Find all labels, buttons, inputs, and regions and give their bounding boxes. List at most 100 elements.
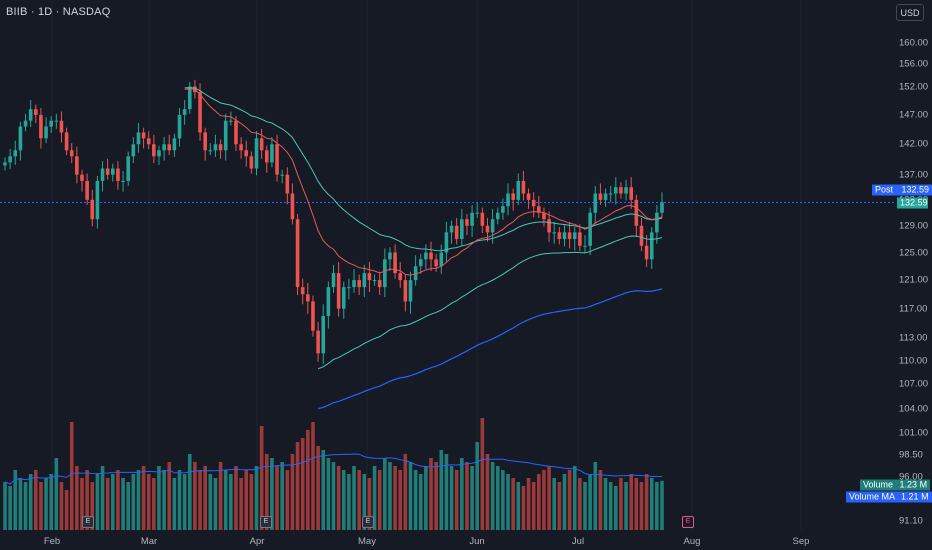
volume-bar	[603, 478, 608, 530]
volume-bar	[639, 482, 644, 530]
candle	[572, 232, 577, 240]
candle	[311, 301, 315, 331]
candle	[229, 120, 233, 122]
price-axis-label: 147.00	[899, 109, 929, 121]
price-axis-label: 113.00	[899, 332, 928, 344]
earnings-marker-apr[interactable]: E	[260, 516, 272, 528]
volume-bar	[660, 480, 664, 530]
candle	[300, 287, 305, 295]
candle	[393, 252, 397, 274]
volume-bar	[490, 462, 495, 530]
candle	[198, 92, 202, 133]
post-label: Post	[875, 184, 894, 195]
candle	[454, 225, 459, 240]
volume-bar	[198, 470, 202, 530]
time-axis-label: Mar	[140, 536, 158, 547]
candle	[639, 225, 644, 246]
volume-bar	[321, 450, 326, 530]
volume-bar	[362, 474, 367, 530]
volume-bar	[213, 478, 218, 530]
volume-bar	[285, 470, 290, 530]
candle	[39, 114, 43, 139]
earnings-marker-feb[interactable]: E	[82, 516, 94, 528]
volume-bar	[105, 478, 110, 530]
candle	[490, 219, 495, 233]
time-axis-label: Feb	[43, 536, 61, 547]
candle	[593, 193, 598, 213]
volume-bar	[146, 474, 151, 530]
volume-bar	[593, 462, 598, 530]
candle	[336, 273, 341, 309]
candle	[167, 144, 172, 151]
volume-value: 1.23 M	[899, 479, 928, 490]
candle	[285, 174, 290, 194]
price-axis-label: 129.00	[899, 220, 929, 232]
candle	[157, 150, 161, 157]
volume-bar	[480, 418, 485, 530]
volume-ma-label: Volume MA	[849, 491, 895, 502]
volume-bar	[403, 454, 408, 530]
candle	[162, 144, 166, 151]
vwap-line	[317, 288, 663, 410]
price-axis-label: 107.00	[899, 378, 929, 390]
candle	[449, 225, 454, 233]
volume-bar	[516, 482, 521, 530]
volume-bar	[531, 482, 536, 530]
volume-bar	[69, 422, 74, 530]
candle	[249, 156, 254, 169]
candle	[583, 245, 587, 247]
candle	[100, 168, 105, 181]
volume-bar	[326, 458, 331, 530]
candle	[172, 138, 177, 151]
candle	[146, 138, 151, 145]
candle	[306, 294, 310, 302]
volume-bar	[619, 478, 623, 530]
volume-bar	[367, 478, 372, 530]
volume-bar	[372, 466, 377, 530]
candle	[501, 206, 505, 213]
candle	[208, 150, 213, 152]
candle	[418, 259, 423, 267]
candle	[562, 232, 567, 240]
candle	[290, 193, 295, 220]
candle	[234, 120, 238, 145]
volume-ma-line	[4, 453, 663, 485]
volume-bar	[649, 478, 654, 530]
volume-bar	[557, 482, 562, 530]
candle	[629, 187, 633, 200]
volume-bar	[244, 470, 249, 530]
volume-bar	[608, 482, 613, 530]
volume-bar	[177, 470, 182, 530]
earnings-marker-upcoming[interactable]: E	[682, 516, 694, 528]
volume-bar	[218, 462, 223, 530]
currency-button[interactable]: USD	[896, 4, 924, 21]
volume-bar	[634, 478, 639, 530]
volume-bar	[116, 470, 120, 530]
volume-bar	[54, 458, 59, 530]
candle	[295, 219, 300, 288]
volume-bar	[280, 462, 284, 530]
candle	[8, 156, 12, 163]
volume-bar	[521, 486, 526, 530]
price-axis-label: 137.00	[899, 169, 929, 181]
candle	[644, 245, 649, 260]
candle	[23, 120, 28, 127]
volume-bar	[306, 430, 310, 530]
candle	[54, 120, 59, 122]
volume-bar	[264, 454, 269, 530]
candle	[434, 259, 438, 267]
candle	[177, 114, 182, 139]
volume-bar	[270, 458, 274, 530]
earnings-marker-may[interactable]: E	[362, 516, 374, 528]
candle	[239, 144, 243, 151]
candle	[542, 212, 546, 220]
candle	[480, 212, 485, 226]
candle	[588, 212, 592, 246]
volume-bar	[506, 474, 510, 530]
volume-bar	[3, 482, 7, 530]
volume-bar	[408, 462, 413, 530]
volume-bar	[254, 466, 259, 530]
candle	[34, 109, 38, 115]
candle	[634, 199, 639, 226]
